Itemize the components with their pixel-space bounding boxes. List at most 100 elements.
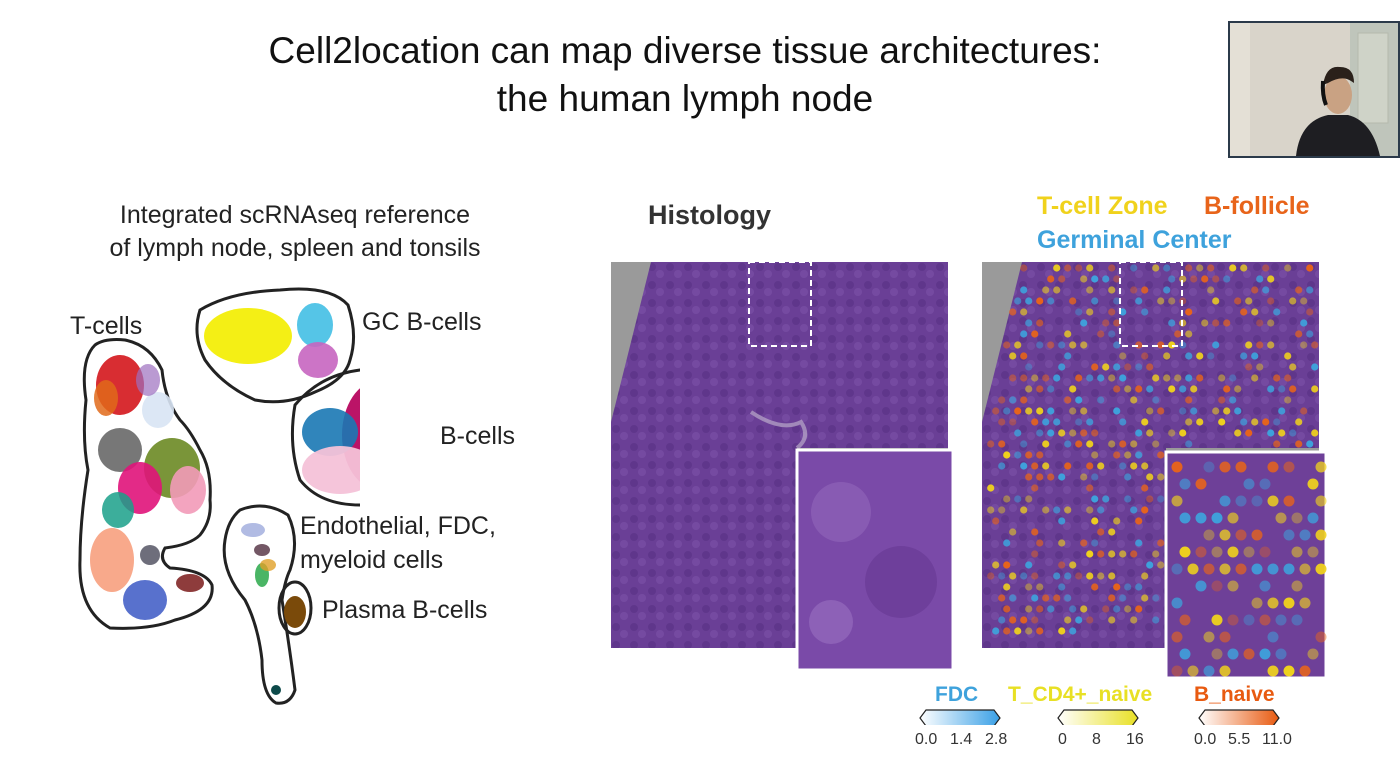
spatial-spot — [1025, 385, 1033, 393]
spatial-spot — [998, 572, 1006, 580]
zoom-spatial-spot — [1267, 461, 1279, 473]
umap-plot — [78, 287, 360, 705]
spatial-spot — [1273, 374, 1281, 382]
zoom-spatial-spot — [1211, 614, 1223, 626]
spatial-spot — [1075, 440, 1083, 448]
spatial-spot — [1295, 440, 1303, 448]
spatial-spot — [992, 517, 1000, 525]
spatial-spot — [1157, 297, 1165, 305]
spatial-spot — [1058, 627, 1066, 635]
label-b-cells: B-cells — [440, 422, 516, 450]
spatial-spot — [1025, 561, 1033, 569]
spatial-spot — [1020, 572, 1028, 580]
spatial-spot — [1141, 286, 1149, 294]
zoom-spatial-spot — [1283, 461, 1295, 473]
spatial-spot — [1031, 594, 1039, 602]
spatial-spot — [1091, 363, 1099, 371]
spatial-spot — [1256, 363, 1264, 371]
spatial-spot — [1124, 495, 1132, 503]
zoom-spatial-spot — [1259, 580, 1271, 592]
webcam-video[interactable] — [1228, 21, 1400, 158]
spatial-spot — [1036, 319, 1044, 327]
spatial-spot — [1053, 374, 1061, 382]
zoom-spatial-spot — [1299, 563, 1311, 575]
spatial-spot — [987, 572, 995, 580]
spatial-spot — [1256, 341, 1264, 349]
spatial-spot — [1168, 319, 1176, 327]
spatial-spot — [1053, 286, 1061, 294]
spatial-spot — [1113, 275, 1121, 283]
spatial-spot — [1306, 308, 1314, 316]
legend-b-follicle: B-follicle — [1204, 192, 1310, 220]
spatial-spot — [1009, 374, 1017, 382]
spatial-spot — [1289, 363, 1297, 371]
spatial-spot — [1097, 462, 1105, 470]
spatial-spot — [1086, 462, 1094, 470]
spatial-spot — [1135, 363, 1143, 371]
spatial-spot — [1229, 374, 1237, 382]
spatial-spot — [1124, 605, 1132, 613]
slide-title-line2: the human lymph node — [496, 78, 874, 119]
spatial-spot — [1168, 297, 1176, 305]
zoom-spatial-spot — [1315, 461, 1327, 473]
spatial-spot — [1064, 264, 1072, 272]
spatial-spot — [1020, 462, 1028, 470]
spatial-spot — [1141, 572, 1149, 580]
zoom-spatial-spot — [1195, 546, 1207, 558]
spatial-spot — [1003, 561, 1011, 569]
zoom-spatial-spot — [1243, 614, 1255, 626]
spatial-spot — [1031, 484, 1039, 492]
spatial-spot — [1108, 264, 1116, 272]
reference-text-line1: Integrated scRNAseq reference — [119, 201, 471, 229]
spatial-spot — [1267, 385, 1275, 393]
spatial-spot — [1091, 429, 1099, 437]
spatial-spot — [1201, 319, 1209, 327]
spatial-spot — [1113, 605, 1121, 613]
spatial-spot — [1212, 341, 1220, 349]
zoom-spatial-spot — [1211, 648, 1223, 660]
spatial-spot — [1135, 539, 1143, 547]
spatial-spot — [1256, 275, 1264, 283]
spatial-spot — [1031, 616, 1039, 624]
spatial-spot — [1119, 594, 1127, 602]
spatial-spot — [1031, 330, 1039, 338]
spatial-spot — [1064, 352, 1072, 360]
spatial-spot — [992, 561, 1000, 569]
spatial-spot — [1064, 396, 1072, 404]
b-cells-cluster — [290, 368, 360, 507]
colorbar-tcd4-title: T_CD4+_naive — [1008, 683, 1153, 706]
spatial-spot — [998, 616, 1006, 624]
spatial-spot — [1273, 308, 1281, 316]
spatial-spot — [1058, 561, 1066, 569]
spatial-spot — [1025, 495, 1033, 503]
spatial-spot — [1251, 374, 1259, 382]
spatial-spot — [1311, 341, 1319, 349]
spatial-spot — [1113, 319, 1121, 327]
spatial-spot — [1069, 407, 1077, 415]
spatial-spot — [1058, 341, 1066, 349]
spatial-spot — [1223, 319, 1231, 327]
spatial-spot — [1069, 385, 1077, 393]
zoom-spatial-spot — [1187, 665, 1199, 677]
spatial-spot — [1009, 418, 1017, 426]
spatial-spot — [1020, 396, 1028, 404]
zoom-spatial-spot — [1291, 580, 1303, 592]
spatial-spot — [1091, 495, 1099, 503]
spatial-spot — [1020, 286, 1028, 294]
spatial-spot — [1152, 440, 1160, 448]
zoom-spatial-spot — [1307, 478, 1319, 490]
spatial-spot — [1053, 572, 1061, 580]
zoom-spatial-spot — [1227, 546, 1239, 558]
spatial-spot — [1306, 440, 1314, 448]
spatial-spot — [1234, 297, 1242, 305]
spatial-spot — [1185, 264, 1193, 272]
spatial-spot — [1080, 341, 1088, 349]
spatial-spot — [1135, 605, 1143, 613]
zoom-spatial-spot — [1315, 495, 1327, 507]
spatial-spot — [1086, 484, 1094, 492]
zoom-spatial-spot — [1195, 512, 1207, 524]
t-cells-cluster — [78, 338, 214, 630]
zoom-spatial-spot — [1171, 665, 1183, 677]
zoom-spatial-spot — [1235, 529, 1247, 541]
zoom-spatial-spot — [1299, 665, 1311, 677]
